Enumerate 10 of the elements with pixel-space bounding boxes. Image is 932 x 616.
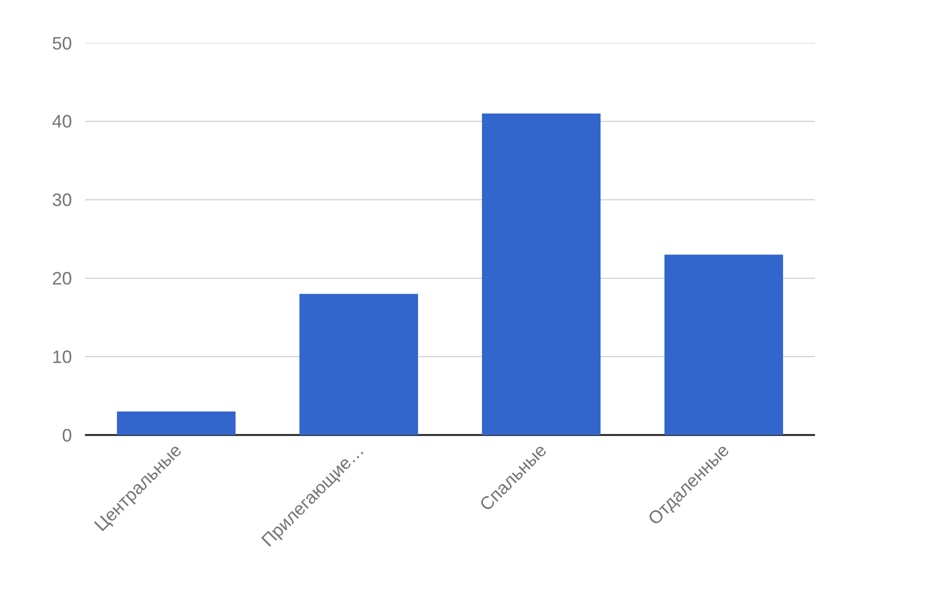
y-tick-label: 20 [52, 268, 72, 288]
y-tick-label: 10 [52, 346, 72, 367]
bar [299, 294, 418, 435]
bar [664, 254, 784, 435]
y-tick-label: 30 [52, 190, 72, 210]
bar [482, 114, 601, 435]
y-tick-label: 0 [62, 425, 72, 446]
y-tick-label: 40 [52, 112, 72, 132]
y-tick-label: 50 [52, 33, 72, 54]
bar [116, 411, 236, 435]
